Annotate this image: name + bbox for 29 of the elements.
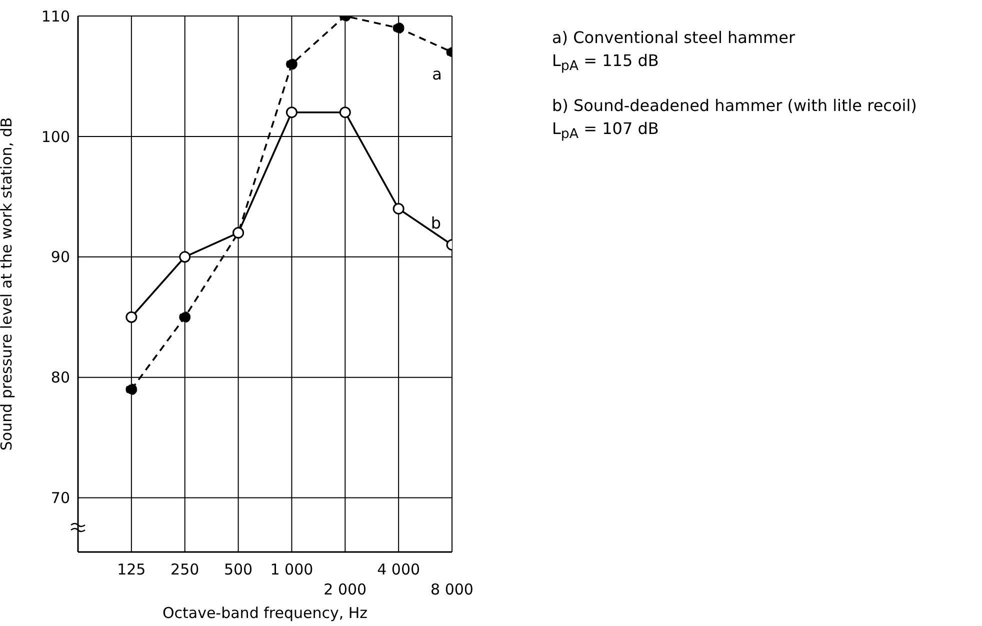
x-tick-label: 1 000 — [270, 560, 314, 579]
x-tick-label: 125 — [117, 560, 146, 579]
y-axis-title: Sound pressure level at the work station, dB — [0, 117, 16, 451]
point — [392, 202, 404, 214]
point — [126, 384, 138, 396]
text: b) Sound-deadened hammer (with litle recoil) — [552, 96, 917, 116]
point — [126, 311, 138, 323]
x-tick-label: 2 000 — [324, 580, 367, 599]
x-axis-title: Octave-band frequency, Hz — [162, 604, 368, 622]
series-label: b — [430, 213, 442, 232]
x-tick-label: 250 — [170, 560, 200, 579]
text: L$_{pA}$ = 115 dB — [552, 51, 660, 74]
y-tick-label: 70 — [50, 489, 70, 508]
y-tick-label: 80 — [50, 368, 70, 387]
x-tick-label: 500 — [224, 560, 253, 579]
point — [179, 251, 191, 263]
point — [339, 106, 351, 118]
point — [179, 311, 191, 323]
point — [392, 22, 404, 34]
x-tick-label: 8 000 — [430, 580, 474, 599]
point — [286, 106, 298, 118]
y-tick-label: 110 — [41, 7, 70, 26]
text: a) Conventional steel hammer — [552, 28, 796, 47]
series-label: a — [432, 64, 442, 84]
y-tick-label: 100 — [41, 128, 70, 146]
x-tick-label: 4 000 — [377, 560, 420, 579]
y-tick-label: 90 — [50, 248, 70, 266]
text: L$_{pA}$ = 107 dB — [552, 119, 660, 142]
point — [286, 58, 298, 70]
